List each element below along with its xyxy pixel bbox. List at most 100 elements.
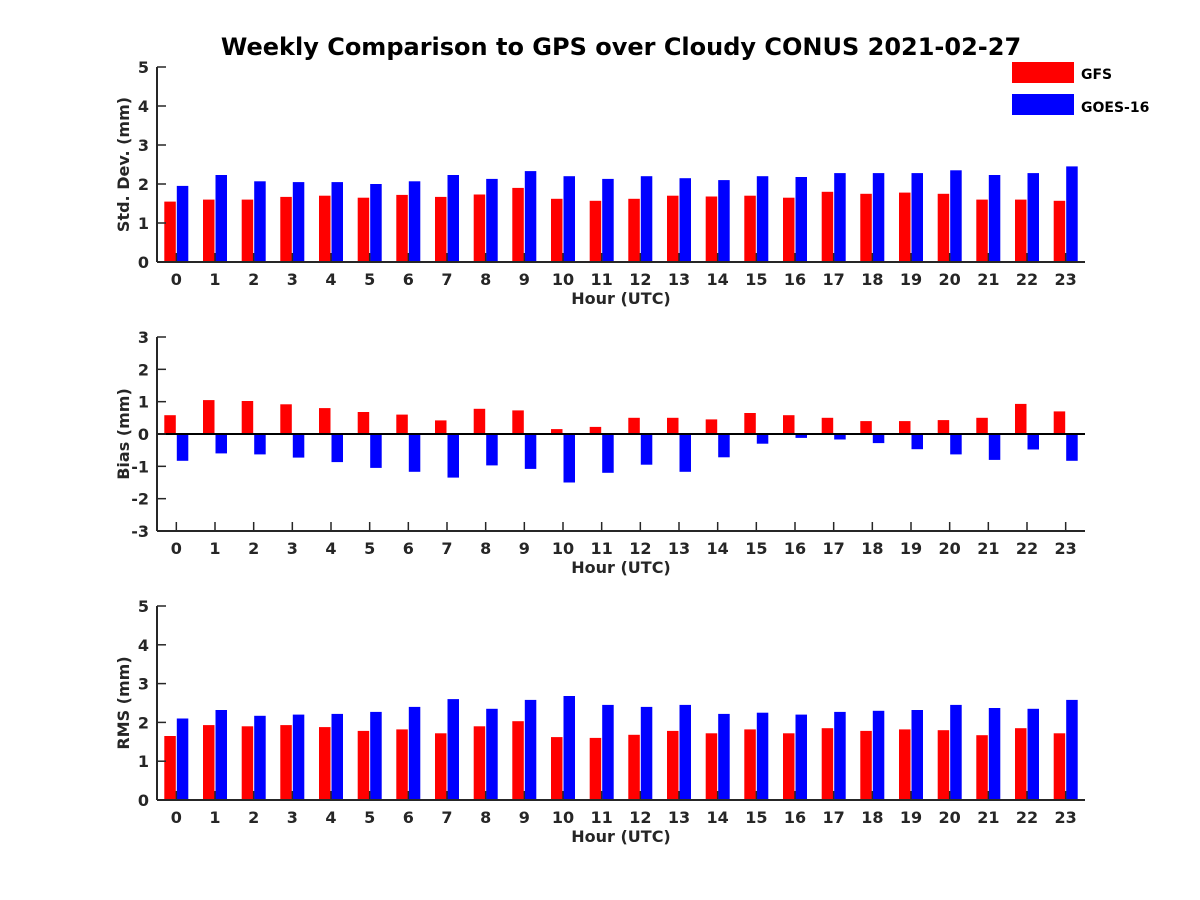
bias-goes16-bar-8 (486, 434, 498, 466)
bias-gfs-bar-17 (821, 417, 834, 434)
std-dev-gfs-bar-10 (551, 198, 563, 262)
bias-goes16-bar-0 (176, 434, 189, 461)
rms-goes16-bar-20 (950, 704, 962, 800)
std-dev-goes16-bar-11 (602, 178, 614, 262)
std-dev-x-tick-label: 4 (325, 270, 336, 289)
std-dev-y-tick-label: 5 (138, 58, 149, 77)
rms-gfs-bar-15 (744, 729, 756, 800)
bias-goes16-bar-4 (331, 434, 343, 463)
rms-goes16-bar-3 (292, 714, 305, 800)
std-dev-gfs-bar-3 (280, 196, 292, 262)
rms-goes16-bar-22 (1027, 708, 1039, 800)
std-dev-x-tick-label: 14 (707, 270, 729, 289)
rms-gfs-bar-17 (821, 728, 834, 800)
std-dev-gfs-bar-2 (241, 199, 254, 262)
std-dev-gfs-bar-14 (705, 196, 718, 262)
std-dev-x-tick-label: 10 (552, 270, 574, 289)
rms-goes16-bar-0 (176, 718, 189, 800)
std-dev-goes16-bar-17 (834, 173, 846, 262)
bias-x-tick-label: 16 (784, 539, 806, 558)
rms-gfs-bar-19 (899, 729, 911, 800)
bias-y-tick-label: 3 (138, 328, 149, 347)
legend-swatch-goes16 (1012, 94, 1074, 115)
std-dev-gfs-bar-12 (628, 198, 640, 262)
rms-goes16-bar-14 (718, 713, 730, 800)
std-dev-gfs-bar-13 (667, 195, 679, 262)
rms-gfs-bar-5 (357, 730, 370, 800)
std-dev-goes16-bar-15 (756, 176, 769, 262)
bias-x-tick-label: 21 (977, 539, 999, 558)
rms-x-tick-label: 0 (171, 808, 182, 827)
bias-gfs-bar-4 (319, 408, 331, 434)
bias-x-tick-label: 4 (325, 539, 336, 558)
rms-gfs-bar-13 (667, 730, 679, 800)
std-dev-goes16-bar-22 (1027, 173, 1039, 262)
legend-swatch-gfs (1012, 62, 1074, 83)
rms-goes16-bar-4 (331, 713, 343, 800)
rms-y-tick-label: 4 (138, 636, 149, 655)
bias-goes16-bar-10 (563, 434, 575, 483)
rms-gfs-bar-1 (203, 725, 215, 800)
bias-gfs-bar-12 (628, 417, 640, 434)
std-dev-goes16-bar-19 (911, 173, 923, 262)
rms-x-tick-label: 22 (1016, 808, 1038, 827)
rms-goes16-bar-1 (215, 710, 227, 800)
rms-gfs-bar-6 (396, 729, 408, 800)
rms-gfs-bar-14 (705, 733, 718, 800)
bias-gfs-bar-10 (551, 429, 563, 434)
std-dev-gfs-bar-20 (937, 193, 950, 263)
std-dev-x-tick-label: 6 (403, 270, 414, 289)
rms-y-tick-label: 3 (138, 675, 149, 694)
rms-goes16-bar-13 (679, 704, 691, 800)
bias-goes16-bar-17 (834, 434, 846, 440)
bias-x-tick-label: 3 (287, 539, 298, 558)
bias-goes16-bar-6 (408, 434, 421, 472)
bias-x-tick-label: 23 (1055, 539, 1077, 558)
bias-gfs-bar-23 (1053, 411, 1066, 434)
std-dev-gfs-bar-17 (821, 191, 834, 262)
rms-x-tick-label: 16 (784, 808, 806, 827)
bias-gfs-bar-21 (976, 417, 988, 434)
std-dev-goes16-bar-21 (988, 175, 1001, 262)
bias-y-tick-label: -1 (131, 457, 149, 476)
bias-gfs-bar-18 (860, 421, 872, 434)
std-dev-x-tick-label: 7 (441, 270, 452, 289)
bias-gfs-bar-8 (473, 408, 486, 434)
std-dev-goes16-bar-4 (331, 182, 343, 262)
bias-goes16-bar-5 (370, 434, 382, 468)
std-dev-gfs-bar-11 (589, 200, 602, 262)
bias-gfs-bar-1 (203, 400, 215, 434)
std-dev-x-tick-label: 22 (1016, 270, 1038, 289)
std-dev-goes16-bar-7 (447, 175, 459, 262)
std-dev-y-tick-label: 0 (138, 253, 149, 272)
rms-gfs-bar-11 (589, 737, 602, 800)
std-dev-goes16-bar-23 (1066, 166, 1078, 262)
bias-x-tick-label: 8 (480, 539, 491, 558)
rms-gfs-bar-10 (551, 737, 563, 800)
rms-x-tick-label: 7 (441, 808, 452, 827)
rms-x-tick-label: 14 (707, 808, 729, 827)
rms-y-tick-label: 1 (138, 752, 149, 771)
rms-gfs-bar-22 (1015, 728, 1027, 800)
rms-x-tick-label: 10 (552, 808, 574, 827)
bias-x-tick-label: 19 (900, 539, 922, 558)
std-dev-gfs-bar-1 (203, 199, 215, 262)
std-dev-goes16-bar-5 (370, 184, 382, 262)
std-dev-x-tick-label: 9 (519, 270, 530, 289)
bias-x-tick-label: 2 (248, 539, 259, 558)
std-dev-goes16-bar-8 (486, 178, 498, 262)
chart-title: Weekly Comparison to GPS over Cloudy CON… (221, 33, 1021, 61)
std-dev-x-tick-label: 20 (939, 270, 961, 289)
rms-x-tick-label: 13 (668, 808, 690, 827)
std-dev-gfs-bar-21 (976, 199, 988, 262)
bias-goes16-bar-9 (524, 434, 537, 469)
bias-x-tick-label: 15 (745, 539, 767, 558)
rms-x-tick-label: 12 (629, 808, 651, 827)
bias-x-tick-label: 17 (823, 539, 845, 558)
rms-x-tick-label: 8 (480, 808, 491, 827)
std-dev-y-axis-label: Std. Dev. (mm) (114, 97, 133, 232)
std-dev-gfs-bar-16 (783, 197, 795, 262)
std-dev-x-tick-label: 8 (480, 270, 491, 289)
